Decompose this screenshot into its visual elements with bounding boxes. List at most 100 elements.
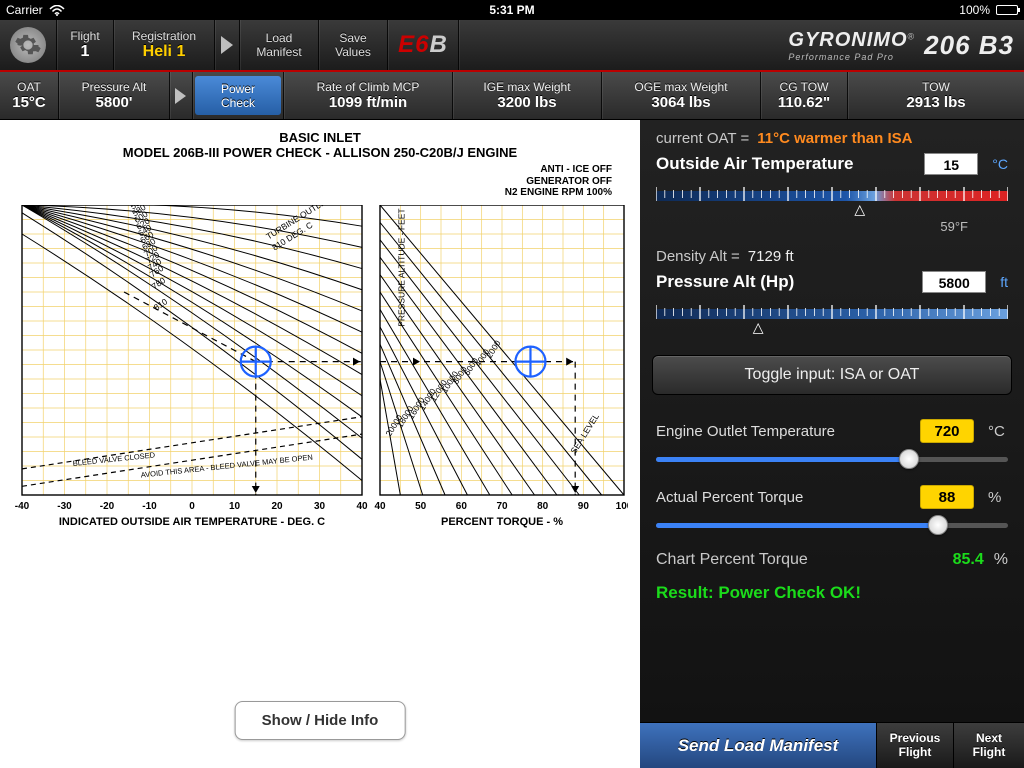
previous-flight-button[interactable]: Previous Flight [877, 723, 953, 768]
chart-title-1: BASIC INLET [12, 130, 628, 145]
eot-label: Engine Outlet Temperature [656, 423, 910, 440]
svg-text:20: 20 [271, 501, 283, 512]
current-oat-label: current OAT = [656, 130, 749, 147]
palt-title: Pressure Alt (Hp) [656, 272, 794, 292]
apt-value[interactable]: 88 [920, 485, 974, 509]
ds-cg[interactable]: CG TOW 110.62" [761, 72, 847, 119]
e6b-e: E6 [398, 31, 429, 58]
brand-area: GYRONIMO® Performance Pad Pro 206 B3 [459, 20, 1024, 70]
battery-pct: 100% [959, 3, 990, 17]
clock: 5:31 PM [489, 3, 534, 17]
result-text: Result: Power Check OK! [656, 583, 1008, 603]
apt-unit: % [988, 489, 1008, 506]
brand-name: GYRONIMO [788, 29, 907, 51]
svg-text:-30: -30 [57, 501, 72, 512]
registration-label: Registration [132, 29, 196, 43]
eot-slider[interactable] [656, 447, 1008, 471]
eot-value[interactable]: 720 [920, 419, 974, 443]
battery-icon [996, 5, 1018, 15]
chart-note-3: N2 ENGINE RPM 100% [12, 187, 612, 199]
save-values-l2: Values [335, 45, 371, 59]
chart-title-2: MODEL 206B-III POWER CHECK - ALLISON 250… [12, 145, 628, 160]
dalt-value: 7129 ft [748, 248, 794, 265]
ds-oat[interactable]: OAT 15°C [0, 72, 58, 119]
next-flight-button[interactable]: Next Flight [954, 723, 1024, 768]
svg-text:INDICATED OUTSIDE AIR TEMPERAT: INDICATED OUTSIDE AIR TEMPERATURE - DEG.… [59, 516, 325, 528]
ds-power-l2: Check [221, 96, 255, 110]
svg-text:10: 10 [229, 501, 241, 512]
svg-text:70: 70 [496, 501, 508, 512]
svg-text:40: 40 [356, 501, 368, 512]
palt-ruler[interactable]: △ [656, 299, 1008, 333]
chevron-right-icon [219, 35, 235, 55]
ds-cg-label: CG TOW [780, 80, 829, 94]
prev-l2: Flight [899, 746, 932, 759]
apt-label: Actual Percent Torque [656, 489, 910, 506]
dalt-label: Density Alt = [656, 248, 740, 265]
send-load-manifest-button[interactable]: Send Load Manifest [640, 723, 876, 768]
palt-pointer: △ [753, 319, 764, 336]
settings-button[interactable] [0, 20, 56, 70]
svg-text:BLEED VALVE CLOSED: BLEED VALVE CLOSED [72, 450, 156, 468]
ds-palt[interactable]: Pressure Alt 5800' [59, 72, 169, 119]
svg-text:-20: -20 [100, 501, 115, 512]
apt-slider[interactable] [656, 513, 1008, 537]
ds-oat-value: 15°C [12, 94, 46, 111]
palt-input[interactable]: 5800 [922, 271, 986, 293]
oat-fahrenheit: 59°F [656, 219, 1008, 234]
ds-tow-label: TOW [922, 80, 950, 94]
svg-text:50: 50 [415, 501, 427, 512]
e6b-b: B [430, 31, 448, 58]
cpt-label: Chart Percent Torque [656, 551, 808, 569]
ds-tow[interactable]: TOW 2913 lbs [848, 72, 1024, 119]
toggle-isa-oat-button[interactable]: Toggle input: ISA or OAT [652, 355, 1012, 395]
svg-text:80: 80 [537, 501, 549, 512]
ds-ige-value: 3200 lbs [497, 94, 556, 111]
svg-text:-10: -10 [142, 501, 157, 512]
ds-roc-value: 1099 ft/min [329, 94, 407, 111]
load-manifest-l2: Manifest [256, 45, 301, 59]
ds-power-check[interactable]: Power Check [195, 76, 281, 115]
brand-sub: Performance Pad Pro [788, 52, 914, 62]
save-values-button[interactable]: Save Values [319, 20, 387, 70]
show-hide-info-button[interactable]: Show / Hide Info [235, 701, 406, 740]
ds-ige[interactable]: IGE max Weight 3200 lbs [453, 72, 601, 119]
ios-status-bar: Carrier 5:31 PM 100% [0, 0, 1024, 20]
chart-panel: BASIC INLET MODEL 206B-III POWER CHECK -… [0, 120, 640, 768]
top-toolbar: Flight 1 Registration Heli 1 Load Manife… [0, 20, 1024, 72]
registration-cell[interactable]: Registration Heli 1 [114, 20, 214, 70]
svg-text:-40: -40 [15, 501, 30, 512]
flight-cell[interactable]: Flight 1 [57, 20, 113, 70]
svg-text:810: 810 [152, 296, 170, 312]
aircraft-model: 206 B3 [924, 30, 1014, 61]
ds-oge[interactable]: OGE max Weight 3064 lbs [602, 72, 760, 119]
chevron-right-icon [174, 87, 188, 105]
ds-power-l1: Power [221, 82, 255, 96]
oat-input[interactable]: 15 [924, 153, 978, 175]
ds-roc[interactable]: Rate of Climb MCP 1099 ft/min [284, 72, 452, 119]
ds-oat-label: OAT [17, 80, 41, 94]
svg-text:60: 60 [456, 501, 468, 512]
e6b-button[interactable]: E6B [388, 20, 458, 70]
svg-text:30: 30 [314, 501, 326, 512]
oat-ruler[interactable]: △ [656, 181, 1008, 215]
ds-oge-label: OGE max Weight [634, 80, 727, 94]
ds-cg-value: 110.62" [778, 94, 830, 111]
ds-next-button[interactable] [170, 72, 192, 119]
bottom-bar: Send Load Manifest Previous Flight Next … [640, 722, 1024, 768]
svg-text:PRESSURE ALTITUDE - FEET: PRESSURE ALTITUDE - FEET [396, 208, 406, 326]
cpt-value: 85.4 [953, 551, 984, 569]
load-manifest-button[interactable]: Load Manifest [240, 20, 318, 70]
chart-note-2: GENERATOR OFF [12, 176, 612, 188]
svg-text:0: 0 [189, 501, 195, 512]
ds-palt-label: Pressure Alt [82, 80, 147, 94]
flight-label: Flight [70, 29, 99, 43]
nav-next-button[interactable] [215, 20, 239, 70]
power-check-chart[interactable]: -40-30-20-10010203040405060708090100INDI… [12, 205, 628, 545]
next-l2: Flight [973, 746, 1006, 759]
cpt-unit: % [994, 551, 1008, 569]
ds-roc-label: Rate of Climb MCP [317, 80, 420, 94]
input-panel: current OAT = 11°C warmer than ISA Outsi… [640, 120, 1024, 768]
oat-title: Outside Air Temperature [656, 154, 853, 174]
wifi-icon [49, 5, 65, 16]
